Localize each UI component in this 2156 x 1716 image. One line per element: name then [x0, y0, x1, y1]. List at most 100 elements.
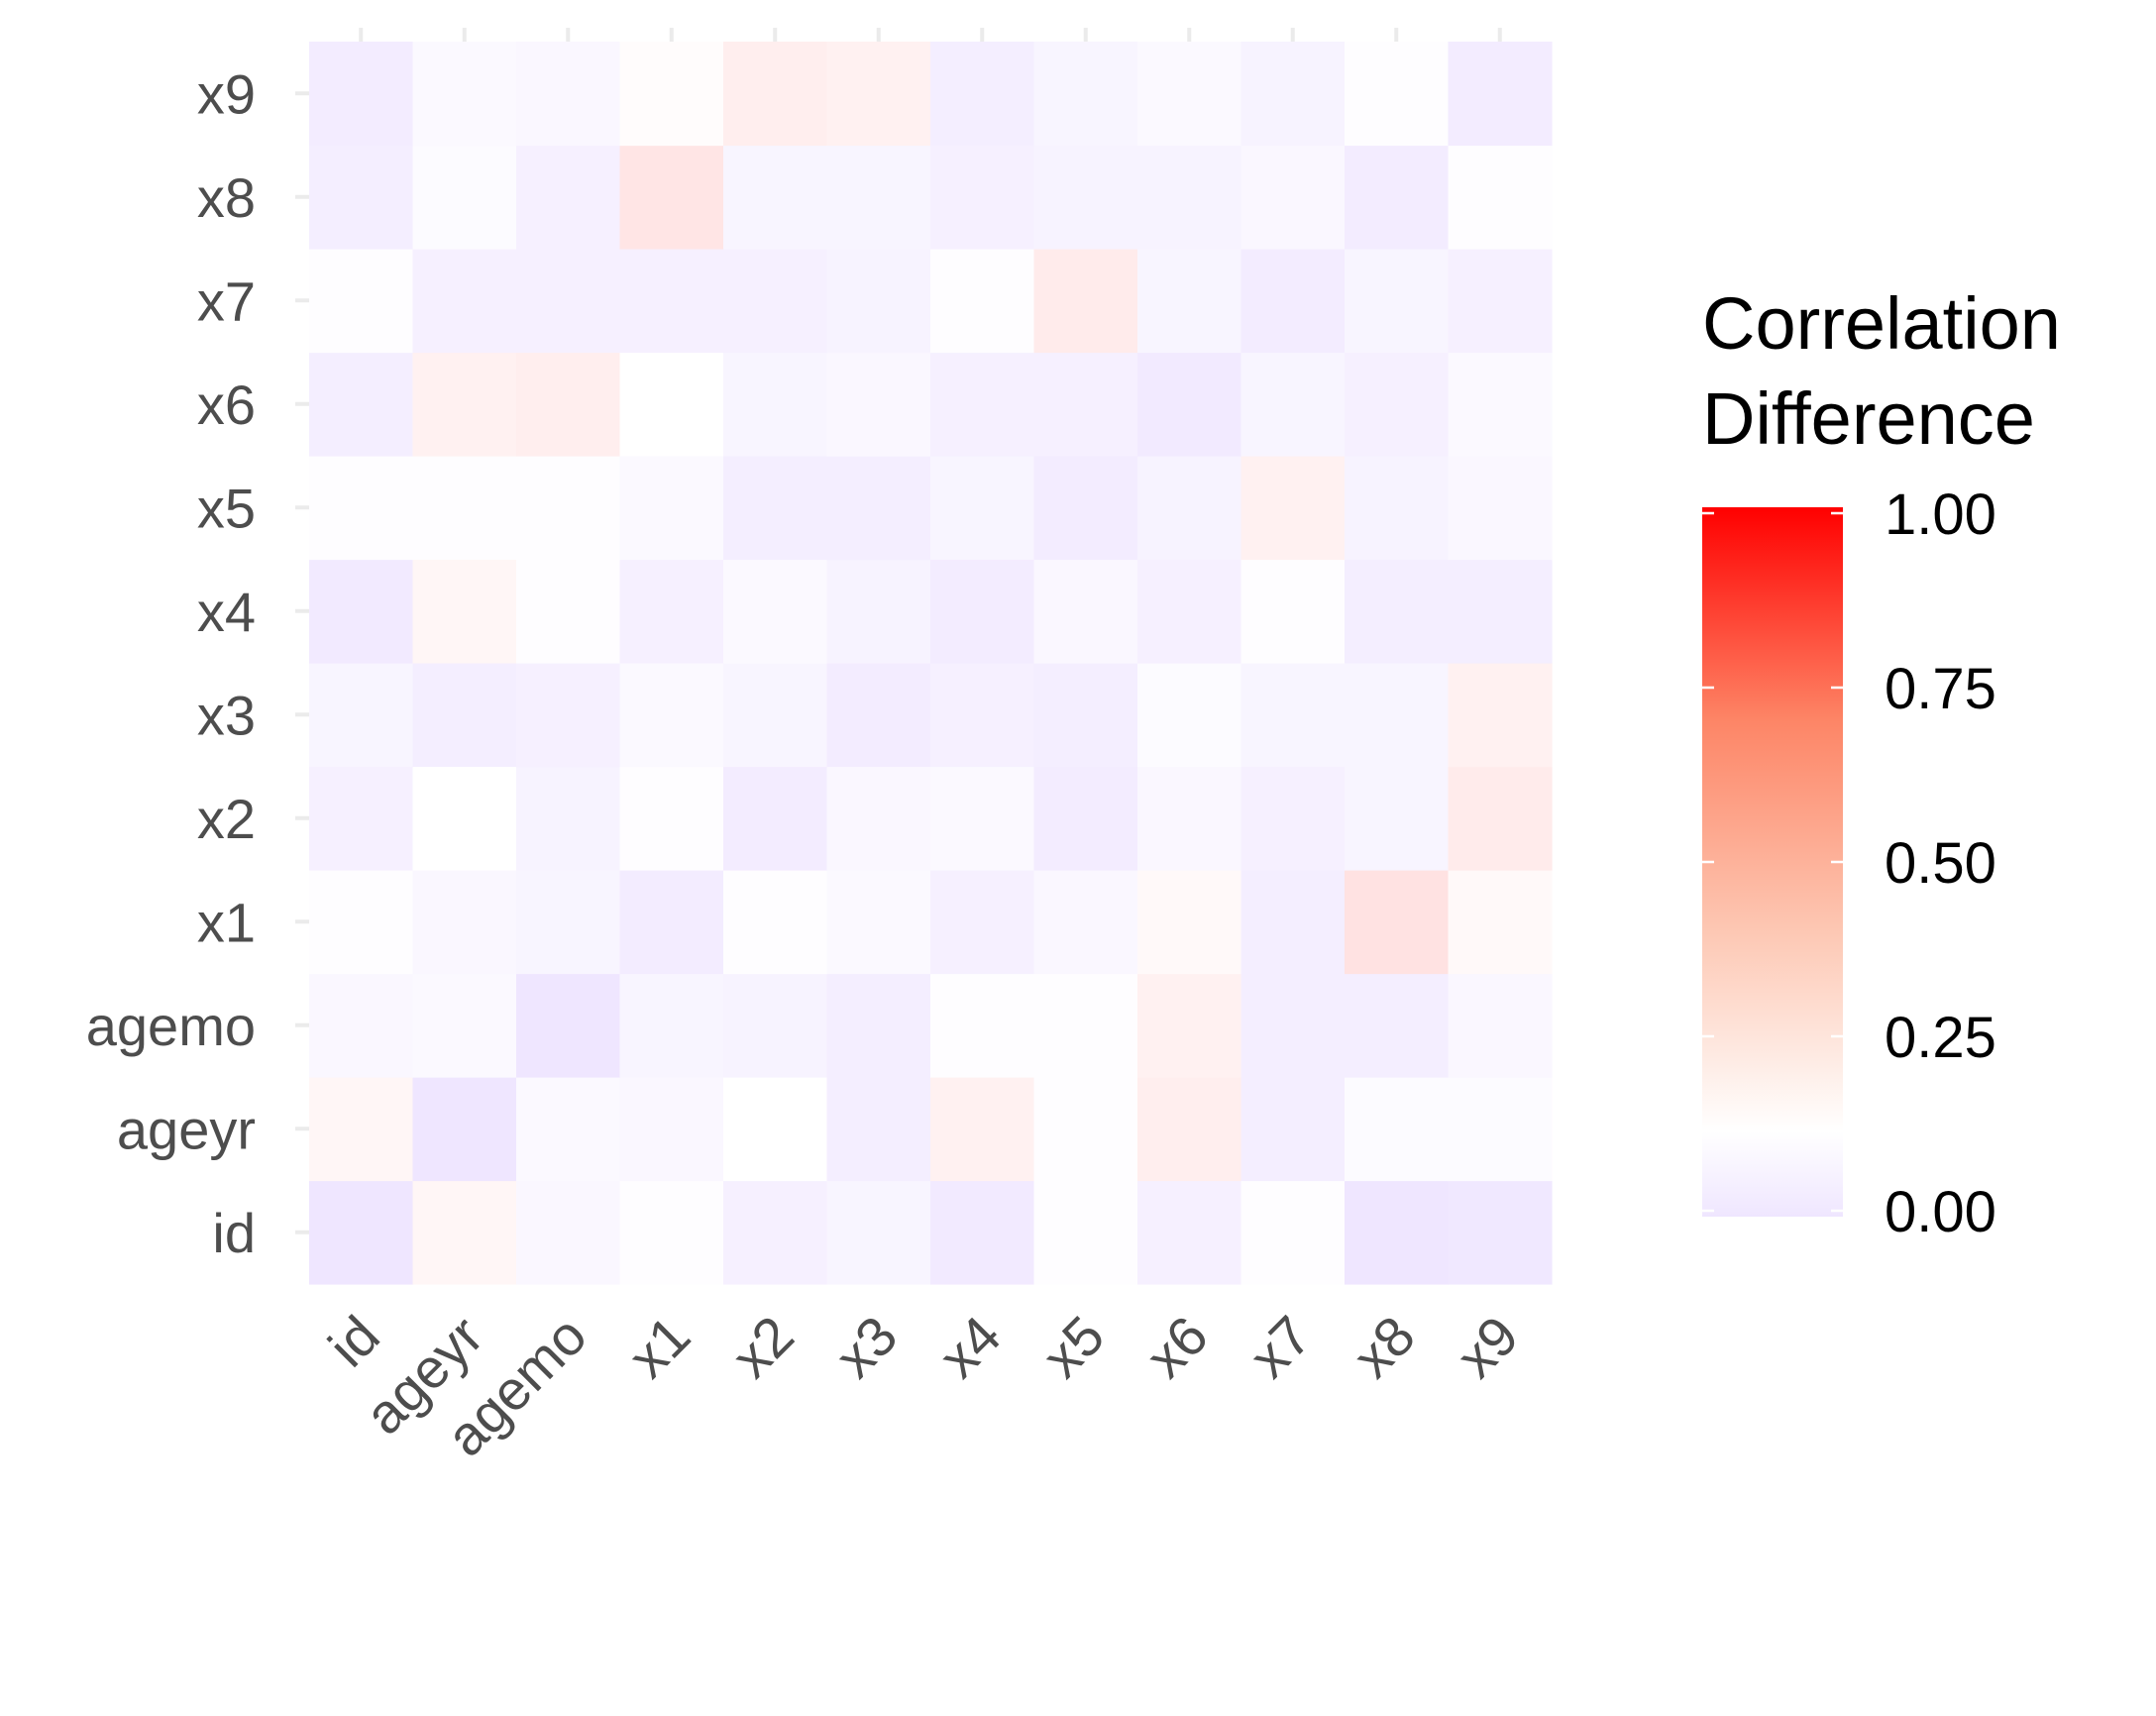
- legend-colorbar: [1702, 507, 1843, 1217]
- heatmap-cell-x4-x6: [930, 352, 1035, 457]
- heatmap-cell-x8-ageyr: [1345, 1077, 1450, 1182]
- heatmap-cell-x1-id: [619, 1180, 724, 1285]
- heatmap-cell-x4-x1: [930, 870, 1035, 975]
- heatmap-cell-agemo-ageyr: [516, 1077, 621, 1182]
- heatmap-cell-x6-x7: [1137, 249, 1242, 354]
- heatmap-cell-x5-x2: [1033, 766, 1138, 871]
- heatmap-cell-id-x7: [309, 249, 414, 354]
- heatmap-cell-x6-ageyr: [1137, 1077, 1242, 1182]
- heatmap-cell-x1-x3: [619, 663, 724, 768]
- heatmap-cell-id-id: [309, 1180, 414, 1285]
- x-tick-label-x8: x8: [1341, 1304, 1426, 1389]
- heatmap-cell-x5-id: [1033, 1180, 1138, 1285]
- heatmap-cell-x7-x5: [1240, 456, 1346, 561]
- heatmap-cell-agemo-x7: [516, 249, 621, 354]
- heatmap-cell-x3-x3: [826, 663, 931, 768]
- legend-tick-label: 0.75: [1885, 657, 1996, 721]
- heatmap-cell-x4-x3: [930, 663, 1035, 768]
- x-tick-label-x4: x4: [926, 1304, 1012, 1389]
- heatmap-cell-id-x3: [309, 663, 414, 768]
- heatmap-cell-x1-agemo: [619, 973, 724, 1078]
- x-tick-label-id: id: [316, 1304, 390, 1378]
- heatmap-cell-ageyr-id: [412, 1180, 517, 1285]
- heatmap-cell-id-x2: [309, 766, 414, 871]
- legend-tick-label: 0.00: [1885, 1180, 1996, 1244]
- heatmap-cell-ageyr-agemo: [412, 973, 517, 1078]
- y-tick-label-x9: x9: [197, 62, 256, 125]
- heatmap-cell-x9-id: [1448, 1180, 1553, 1285]
- heatmap-cell-agemo-x4: [516, 559, 621, 664]
- heatmap-cell-x9-agemo: [1448, 973, 1553, 1078]
- heatmap-cell-x4-agemo: [930, 973, 1035, 1078]
- heatmap-cell-x9-x9: [1448, 42, 1553, 147]
- heatmap-cell-x3-ageyr: [826, 1077, 931, 1182]
- heatmap-cell-id-x9: [309, 42, 414, 147]
- heatmap-cell-x2-agemo: [723, 973, 828, 1078]
- heatmap-cell-x1-x2: [619, 766, 724, 871]
- heatmap-cell-x9-x2: [1448, 766, 1553, 871]
- heatmap-cell-id-x6: [309, 352, 414, 457]
- heatmap-cell-x4-x9: [930, 42, 1035, 147]
- heatmap-cell-x6-x4: [1137, 559, 1242, 664]
- heatmap-cell-x1-x6: [619, 352, 724, 457]
- x-tick-label-x3: x3: [823, 1304, 909, 1389]
- heatmap-cell-x3-x7: [826, 249, 931, 354]
- legend: Correlation Difference 1.00 0.75 0.50 0.25 0…: [1702, 282, 2061, 1244]
- legend-tick-label: 1.00: [1885, 483, 1996, 547]
- y-tick-label-agemo: agemo: [86, 995, 256, 1057]
- heatmap-cell-ageyr-x9: [412, 42, 517, 147]
- heatmap-cell-x3-x9: [826, 42, 931, 147]
- y-tick-label-id: id: [212, 1202, 256, 1264]
- heatmap-cell-x1-x8: [619, 145, 724, 250]
- heatmap-cell-x9-x4: [1448, 559, 1553, 664]
- heatmap-cell-x9-x5: [1448, 456, 1553, 561]
- heatmap-cell-x1-ageyr: [619, 1077, 724, 1182]
- heatmap-cell-x6-x3: [1137, 663, 1242, 768]
- heatmap-cell-x5-agemo: [1033, 973, 1138, 1078]
- y-axis-labels: id ageyr agemo x1 x2 x3 x4 x5 x6 x7 x8 x9: [86, 62, 256, 1264]
- heatmap-cell-x8-x5: [1345, 456, 1450, 561]
- heatmap-cell-x5-x3: [1033, 663, 1138, 768]
- heatmap-cell-x6-x2: [1137, 766, 1242, 871]
- heatmap-cell-x7-x6: [1240, 352, 1346, 457]
- heatmap-cell-agemo-x5: [516, 456, 621, 561]
- heatmap-cell-ageyr-x6: [412, 352, 517, 457]
- y-tick-label-x1: x1: [197, 891, 256, 953]
- heatmap-cell-id-x1: [309, 870, 414, 975]
- heatmap-cell-id-x5: [309, 456, 414, 561]
- heatmap-cell-x4-x2: [930, 766, 1035, 871]
- heatmap-cell-x2-id: [723, 1180, 828, 1285]
- heatmap-cells: [309, 42, 1553, 1285]
- heatmap-cell-x5-x1: [1033, 870, 1138, 975]
- heatmap-cell-x6-x9: [1137, 42, 1242, 147]
- x-tick-label-x1: x1: [616, 1304, 701, 1389]
- heatmap-cell-x2-x9: [723, 42, 828, 147]
- heatmap-cell-x8-x3: [1345, 663, 1450, 768]
- heatmap-cell-agemo-x1: [516, 870, 621, 975]
- heatmap-cell-agemo-agemo: [516, 973, 621, 1078]
- heatmap-cell-x2-x2: [723, 766, 828, 871]
- heatmap-cell-x1-x7: [619, 249, 724, 354]
- heatmap-cell-agemo-x9: [516, 42, 621, 147]
- heatmap-cell-x9-ageyr: [1448, 1077, 1553, 1182]
- heatmap-cell-x3-x6: [826, 352, 931, 457]
- heatmap-cell-x9-x1: [1448, 870, 1553, 975]
- heatmap-cell-ageyr-x4: [412, 559, 517, 664]
- heatmap-cell-agemo-x2: [516, 766, 621, 871]
- heatmap-cell-x2-x3: [723, 663, 828, 768]
- heatmap-cell-x1-x1: [619, 870, 724, 975]
- heatmap-cell-x7-agemo: [1240, 973, 1346, 1078]
- heatmap-cell-x7-x4: [1240, 559, 1346, 664]
- y-tick-label-x2: x2: [197, 788, 256, 850]
- x-tick-label-x7: x7: [1238, 1304, 1323, 1389]
- heatmap-cell-x2-x7: [723, 249, 828, 354]
- heatmap-cell-x2-x4: [723, 559, 828, 664]
- heatmap-cell-x8-x1: [1345, 870, 1450, 975]
- heatmap-cell-x8-x4: [1345, 559, 1450, 664]
- heatmap-cell-x2-ageyr: [723, 1077, 828, 1182]
- y-tick-label-x3: x3: [197, 684, 256, 746]
- heatmap-cell-x4-x5: [930, 456, 1035, 561]
- heatmap-cell-x6-agemo: [1137, 973, 1242, 1078]
- heatmap-cell-x4-x8: [930, 145, 1035, 250]
